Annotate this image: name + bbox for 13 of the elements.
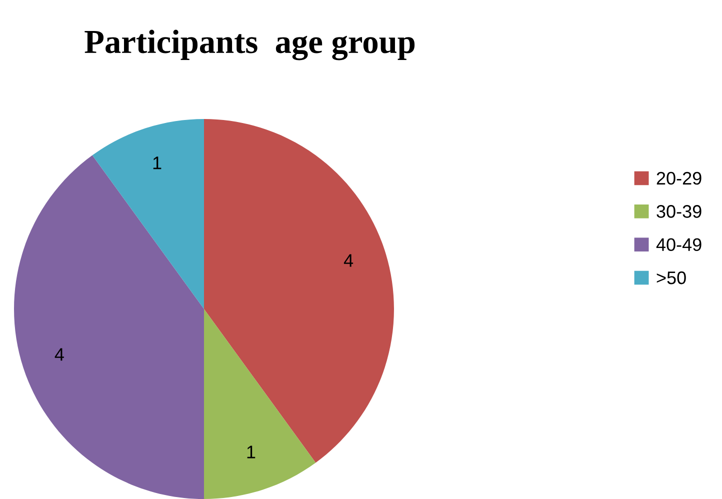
data-label: 1	[153, 156, 162, 170]
pie-slice	[92, 119, 204, 309]
legend-label: 30-39	[656, 205, 702, 218]
legend-label: >50	[656, 271, 686, 284]
legend-label: 40-49	[656, 238, 702, 252]
pie-slice	[204, 119, 394, 463]
data-label: 1	[247, 446, 256, 458]
data-label: 4	[344, 254, 354, 267]
pie-slice	[204, 309, 316, 499]
data-label: 4	[54, 348, 64, 361]
pie-slice	[14, 155, 204, 499]
chart-title: Participants age group	[84, 30, 415, 60]
legend-label: 20-29	[656, 172, 702, 185]
